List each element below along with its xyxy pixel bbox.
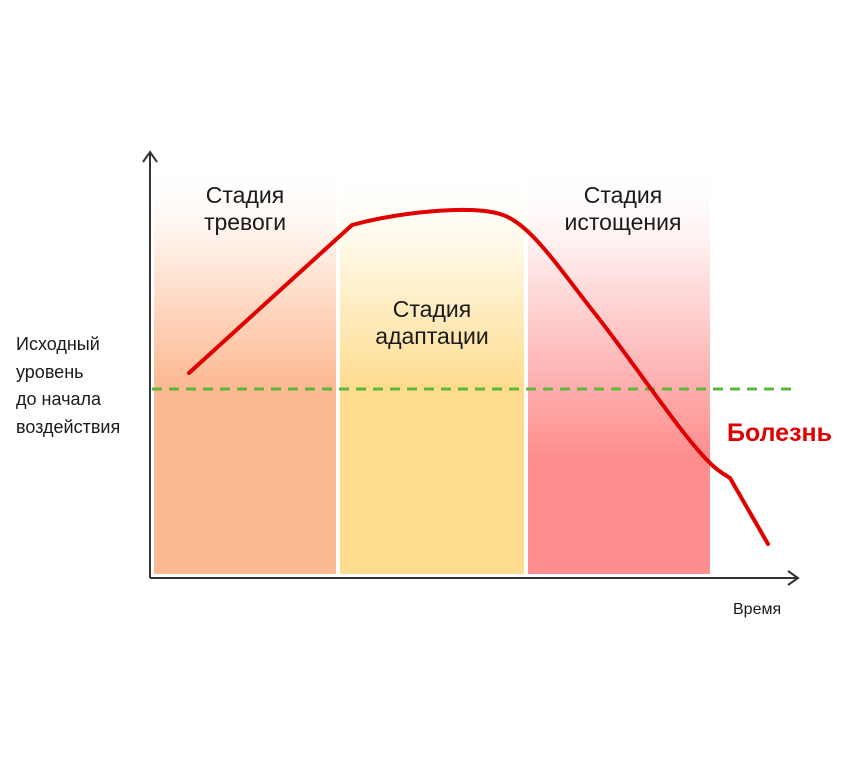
stage-label-exhaustion: Стадия истощения [564, 182, 682, 236]
y-axis-arrow-icon [142, 150, 158, 163]
stage-band-exhaustion [528, 160, 710, 574]
stage-label-alarm: Стадия тревоги [203, 182, 287, 236]
x-axis-label: Время [733, 601, 782, 618]
outcome-label-disease: Болезнь [727, 419, 832, 447]
stress-response-curve [187, 207, 770, 546]
stage-band-alarm [154, 160, 336, 574]
baseline-label: Исходный уровень до начала воздействия [16, 334, 121, 437]
y-axis [142, 150, 158, 578]
stage-band-adaptation [340, 160, 524, 574]
x-axis [150, 570, 800, 586]
x-axis-arrow-icon [787, 570, 800, 586]
stage-label-adaptation: Стадия адаптации [375, 296, 489, 350]
